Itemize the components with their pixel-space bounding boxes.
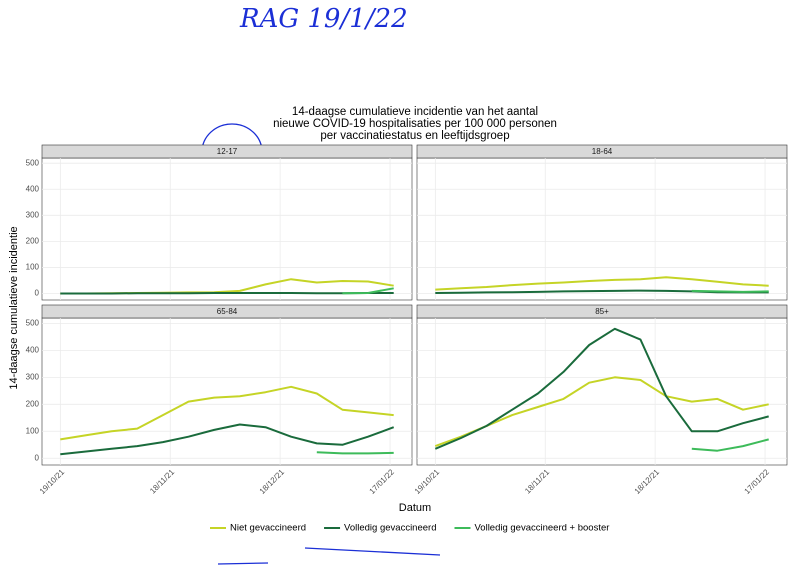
panel-background [41,317,413,466]
x-tick-label: 18/12/21 [258,467,287,496]
scribble [217,547,441,565]
facet-label: 65-84 [217,307,238,316]
y-tick-label: 500 [26,319,40,328]
series-line [691,438,769,452]
panel-background [416,317,788,466]
x-tick-label: 18/11/21 [523,467,551,495]
y-tick-label: 500 [26,158,40,167]
y-axis-title: 14-daagse cumulatieve incidentie [8,226,20,389]
series-line [691,289,769,293]
handwritten-note: RAG 19/1/22 [239,4,408,34]
x-tick-label: 19/10/21 [413,467,442,496]
facet-label: 12-17 [217,147,238,156]
facet-strip [41,144,413,159]
series-line [434,327,769,450]
facet-label: 18-64 [592,147,613,156]
series-line [342,287,394,295]
panel-background [41,157,413,301]
y-tick-label: 200 [26,399,40,408]
x-tick-label: 17/01/22 [743,467,772,496]
y-tick-label: 400 [26,184,40,193]
title-line: 14-daagse cumulatieve incidentie van het… [292,106,538,118]
series-line [435,276,769,291]
x-tick-label: 18/12/21 [633,467,662,496]
x-axis-title: Datum [399,502,431,514]
y-tick-label: 100 [26,426,40,435]
series-line [316,451,394,455]
panel-background [416,157,788,301]
y-tick-label: 200 [26,236,40,245]
y-tick-label: 0 [35,289,40,298]
series-line [60,423,395,456]
facet-strip [41,304,413,319]
x-tick-label: 19/10/21 [38,467,67,496]
x-tick-label: 17/01/22 [368,467,397,496]
legend-label: Volledig gevaccineerd [344,523,436,534]
series-line [60,385,394,441]
series-line [60,292,394,295]
x-tick-label: 18/11/21 [148,467,176,495]
legend-label: Niet gevaccineerd [230,523,306,534]
y-tick-label: 0 [35,453,40,462]
facet-label: 85+ [595,307,609,316]
y-tick-label: 100 [26,263,40,272]
title-line: nieuwe COVID-19 hospitalisaties per 100 … [273,118,557,130]
y-tick-label: 400 [26,345,40,354]
facet-strip [416,144,788,159]
legend-label: Volledig gevaccineerd + booster [474,523,609,534]
y-tick-label: 300 [26,210,40,219]
title-line: per vaccinatiestatus en leeftijdsgroep [320,130,509,142]
facet-strip [416,304,788,319]
y-tick-label: 300 [26,372,40,381]
